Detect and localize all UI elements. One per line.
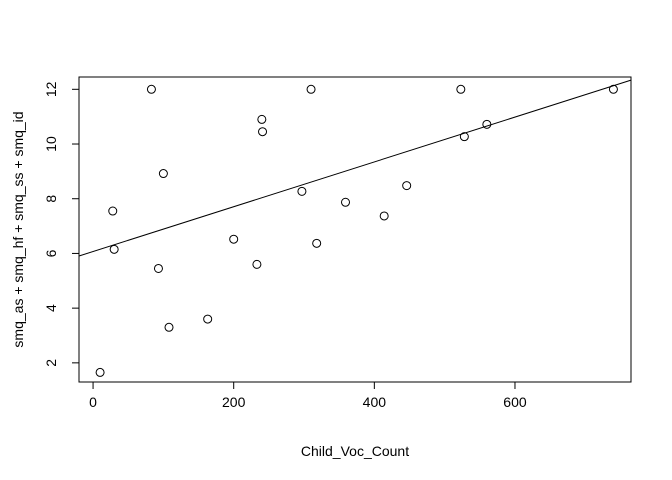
y-axis: 2 4 6 8 10 12 [43, 81, 80, 367]
y-tick-label: 8 [43, 195, 59, 203]
y-tick-label: 2 [43, 359, 59, 367]
data-point [229, 234, 239, 244]
data-point [108, 206, 118, 216]
data-point [95, 367, 105, 377]
data-point [109, 244, 119, 254]
y-tick-label: 4 [43, 304, 59, 312]
x-tick-label: 600 [503, 394, 527, 410]
y-tick-label: 12 [43, 81, 59, 97]
data-point [252, 259, 262, 269]
x-axis: 0 200 400 600 [89, 381, 527, 410]
data-point [459, 132, 469, 142]
data-point [456, 84, 466, 94]
y-axis-label: smq_as + smq_hf + smq_ss + smq_id [10, 111, 26, 347]
regression-line [78, 79, 632, 257]
y-tick-label: 10 [43, 136, 59, 152]
data-point [158, 169, 168, 179]
data-point [146, 84, 156, 94]
x-axis-label: Child_Voc_Count [301, 443, 409, 459]
x-tick-label: 200 [222, 394, 246, 410]
data-point [379, 211, 389, 221]
data-point [297, 186, 307, 196]
data-point [341, 197, 351, 207]
data-point [258, 127, 268, 137]
y-tick-label: 6 [43, 249, 59, 257]
x-tick-label: 0 [89, 394, 97, 410]
x-tick-label: 400 [363, 394, 387, 410]
data-point [153, 263, 163, 273]
data-point [306, 84, 316, 94]
data-point [164, 322, 174, 332]
plot-frame [78, 76, 632, 383]
data-point [312, 238, 322, 248]
data-point [203, 314, 213, 324]
data-point [402, 181, 412, 191]
data-point [257, 114, 267, 124]
data-points [95, 84, 618, 377]
